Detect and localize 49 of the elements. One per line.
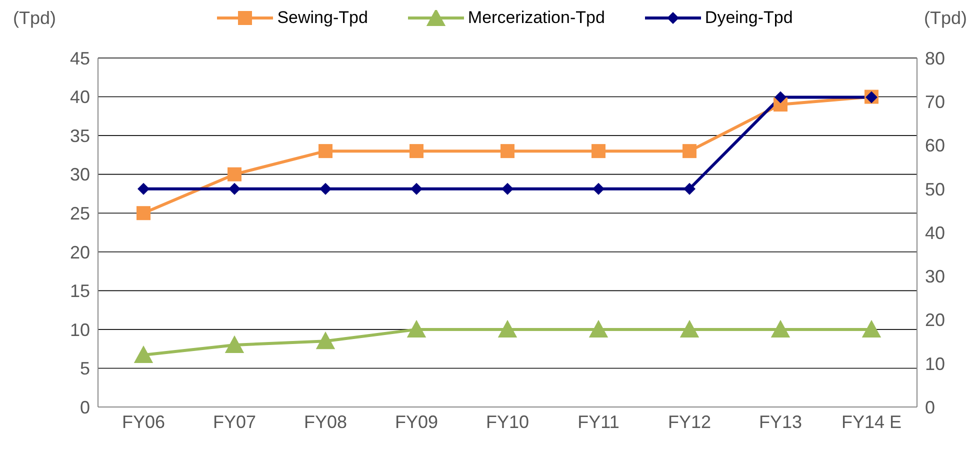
point — [770, 320, 790, 338]
legend-label: Dyeing-Tpd — [704, 8, 793, 28]
y2-axis-title: (Tpd) — [924, 8, 967, 28]
y-tick-label: 25 — [70, 204, 90, 224]
point — [500, 144, 514, 158]
point — [592, 144, 606, 158]
point — [862, 320, 882, 338]
y-tick-label: 15 — [70, 281, 90, 302]
y-tick-label: 35 — [70, 126, 90, 146]
x-tick-label: FY12 — [668, 412, 712, 432]
point — [406, 320, 426, 338]
y2-tick-label: 80 — [925, 48, 946, 68]
x-tick-label: FY10 — [486, 412, 530, 432]
x-tick-label: FY07 — [212, 412, 256, 432]
x-tick-label: FY11 — [578, 412, 620, 432]
legend-label: Sewing-Tpd — [277, 8, 368, 28]
x-tick-label: FY09 — [394, 412, 438, 432]
y2-tick-label: 50 — [925, 179, 946, 200]
y2-tick-label: 0 — [925, 397, 936, 418]
point — [136, 206, 150, 220]
y2-tick-label: 20 — [925, 310, 946, 330]
point — [680, 320, 700, 338]
y2-tick-label: 70 — [925, 92, 946, 112]
y-tick-label: 20 — [70, 242, 90, 262]
y2-tick-label: 60 — [925, 136, 946, 156]
y-tick-label: 30 — [70, 164, 90, 185]
point — [134, 345, 154, 364]
legend-label: Mercerization-Tpd — [468, 8, 605, 28]
x-tick-label: FY14 E — [841, 412, 902, 432]
point — [682, 144, 696, 158]
x-tick-label: FY13 — [758, 412, 802, 432]
y2-tick-label: 10 — [925, 354, 946, 374]
point — [498, 320, 518, 338]
point — [228, 167, 242, 182]
point — [224, 335, 244, 353]
point — [318, 144, 332, 158]
y-tick-label: 45 — [70, 48, 90, 68]
point — [588, 320, 608, 338]
y-tick-label: 10 — [70, 320, 90, 340]
y-tick-label: 5 — [80, 358, 90, 379]
y-tick-label: 0 — [80, 397, 90, 418]
y2-tick-label: 30 — [925, 266, 946, 287]
y2-tick-label: 40 — [925, 222, 946, 243]
x-tick-label: FY08 — [304, 412, 348, 432]
point — [410, 144, 424, 158]
x-tick-label: FY06 — [122, 412, 166, 432]
y-axis-title: (Tpd) — [13, 8, 56, 28]
point — [316, 331, 336, 350]
y-tick-label: 40 — [70, 87, 90, 108]
